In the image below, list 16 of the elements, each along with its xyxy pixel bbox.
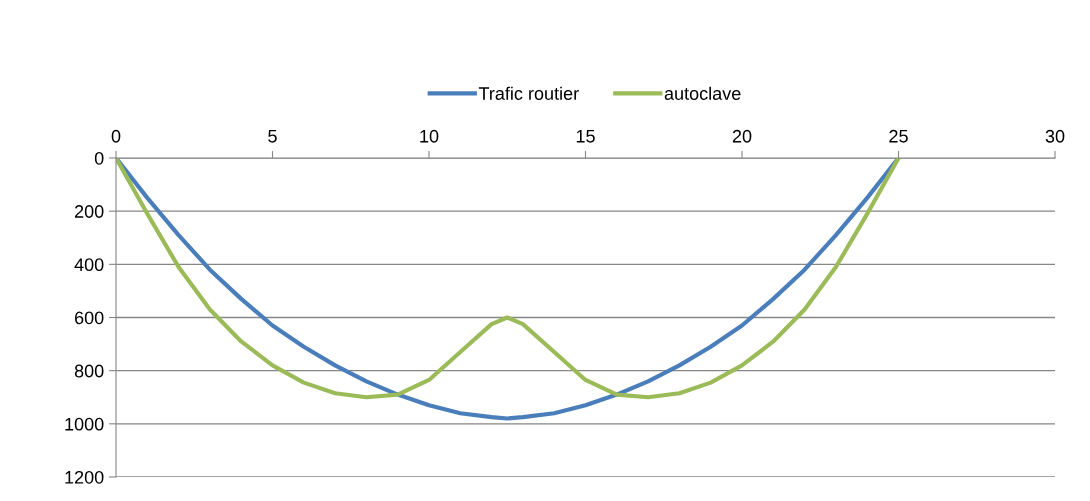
- y-tick-label: 1000: [65, 417, 104, 431]
- legend-label: Trafic routier: [478, 86, 579, 100]
- y-tick-label: 200: [74, 205, 104, 218]
- x-tick-label: 10: [420, 129, 439, 143]
- y-tick-label: 0: [94, 151, 104, 165]
- x-tick-label: 5: [268, 130, 277, 143]
- x-tick-label: 25: [889, 129, 908, 143]
- y-tick-label: 600: [74, 311, 104, 325]
- x-tick-label: 30: [1045, 129, 1065, 143]
- legend-label: autoclave: [664, 86, 741, 100]
- x-tick-label: 15: [576, 130, 595, 143]
- y-tick-label: 800: [74, 364, 104, 378]
- x-tick-label: 0: [111, 129, 121, 143]
- x-tick-label: 20: [732, 129, 752, 143]
- y-tick-label: 400: [74, 258, 104, 272]
- y-tick-label: 1200: [65, 470, 104, 484]
